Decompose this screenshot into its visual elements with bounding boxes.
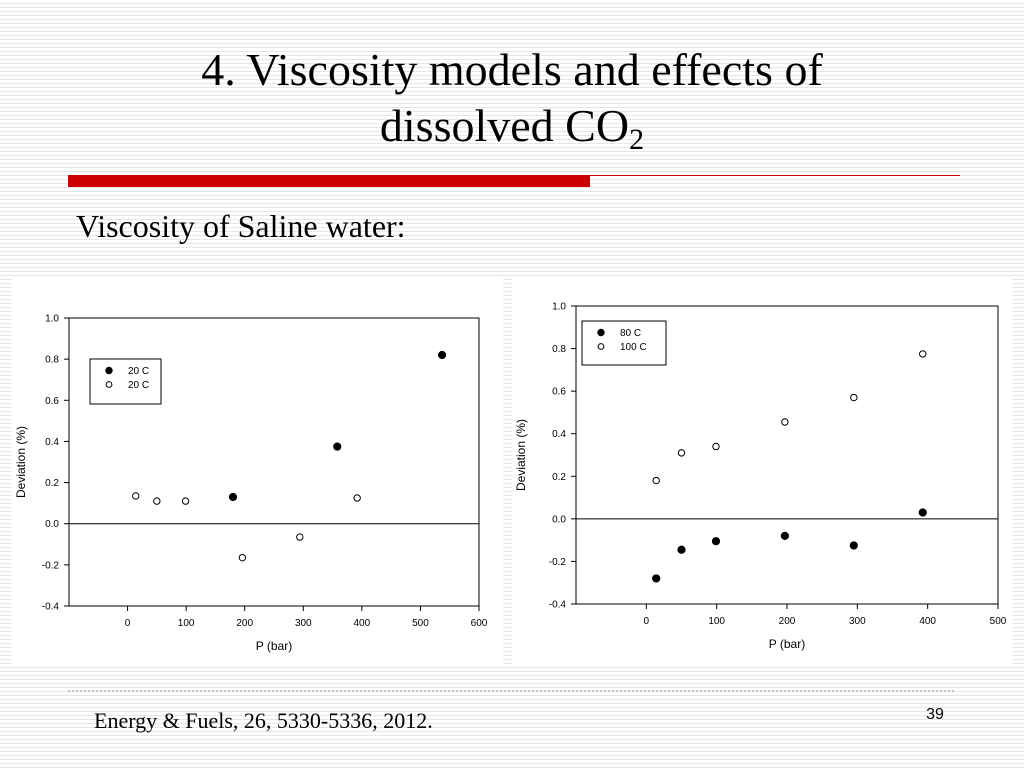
y-tick-label: 0.0	[552, 514, 566, 525]
slide-subtitle: Viscosity of Saline water:	[76, 208, 406, 244]
data-point-series-1	[652, 476, 660, 485]
title-underline-thick	[68, 175, 590, 187]
y-tick-label: 0.4	[45, 437, 59, 448]
legend-box	[89, 358, 162, 405]
slide-title-line2-text: dissolved CO	[379, 100, 630, 151]
data-point-series-1	[132, 492, 140, 500]
data-point-series-1	[712, 442, 720, 451]
legend-marker	[597, 328, 605, 337]
y-tick-label: 0.8	[552, 344, 566, 355]
y-tick-label: 0.0	[45, 519, 59, 530]
y-tick-label: 1.0	[552, 302, 566, 313]
data-point-series-1	[238, 553, 247, 562]
x-axis-label: P (bar)	[256, 639, 292, 653]
y-axis-label: Deviation (%)	[514, 419, 528, 491]
x-tick-label: 200	[236, 618, 253, 629]
data-point-series-1	[181, 497, 190, 505]
data-point-series-1	[781, 418, 789, 426]
x-tick-label: 300	[295, 618, 312, 629]
data-point-series-1	[850, 393, 858, 402]
slide-title-line1: 4. Viscosity models and effects of	[201, 44, 823, 95]
x-tick-label: 100	[178, 618, 195, 629]
y-tick-label: 0.2	[552, 472, 566, 483]
data-point-series-0	[438, 350, 447, 360]
y-tick-label: 0.6	[45, 396, 59, 407]
y-tick-label: -0.2	[549, 557, 567, 568]
data-point-series-0	[228, 492, 238, 502]
y-tick-label: -0.4	[42, 602, 60, 613]
chart-left: -0.4 -0.2 0.0 0.2 0.4 0.6 0.8 1.0 0 100 200 300 400 5…	[14, 314, 488, 654]
data-point-series-0	[711, 537, 721, 546]
slide-title: 4. Viscosity models and effects of disso…	[0, 42, 1024, 156]
x-tick-label: 500	[412, 618, 429, 629]
x-tick-label: 300	[849, 616, 866, 627]
footer-divider	[68, 690, 956, 692]
data-point-series-1	[296, 533, 304, 541]
slide-title-line2: dissolved CO2	[0, 98, 1024, 156]
chart-right-panel: -0.4 -0.2 0.0 0.2 0.4 0.6 0.8 1.0 0 100 200 300 400 5…	[512, 276, 1012, 666]
x-tick-label: 400	[919, 616, 936, 627]
data-point-series-1	[153, 497, 161, 505]
y-tick-label: 0.8	[45, 355, 59, 366]
x-tick-label: 0	[125, 618, 131, 629]
x-tick-label: 400	[354, 618, 371, 629]
data-point-series-1	[353, 494, 361, 502]
legend-label: 100 C	[620, 342, 647, 353]
y-tick-label: 0.4	[552, 429, 566, 440]
legend-marker	[597, 343, 605, 350]
legend-marker	[105, 381, 113, 388]
y-tick-label: -0.2	[42, 560, 60, 571]
legend-label: 20 C	[128, 366, 149, 377]
legend-marker	[105, 366, 113, 375]
slide-title-subscript: 2	[629, 123, 645, 156]
data-point-series-1	[677, 449, 686, 457]
data-point-series-0	[918, 508, 927, 517]
chart-right: -0.4 -0.2 0.0 0.2 0.4 0.6 0.8 1.0 0 100 200 300 400 5…	[514, 302, 1007, 652]
data-point-series-1	[919, 350, 927, 358]
x-axis-label: P (bar)	[769, 637, 805, 651]
data-point-series-0	[333, 442, 342, 451]
data-point-series-0	[780, 531, 789, 540]
legend-box	[581, 320, 667, 366]
citation: Energy & Fuels, 26, 5330-5336, 2012.	[94, 708, 433, 733]
legend-label: 20 C	[128, 380, 149, 391]
data-point-series-0	[677, 545, 686, 554]
x-tick-label: 100	[708, 616, 725, 627]
title-underline-thin	[590, 175, 960, 176]
y-tick-label: 0.6	[552, 387, 566, 398]
x-tick-label: 600	[471, 618, 488, 629]
chart-left-panel: -0.4 -0.2 0.0 0.2 0.4 0.6 0.8 1.0 0 100 200 300 400 5…	[12, 276, 503, 666]
y-axis-label: Deviation (%)	[14, 426, 28, 498]
y-tick-label: 0.2	[45, 478, 59, 489]
x-tick-label: 500	[990, 616, 1007, 627]
x-tick-label: 0	[644, 616, 650, 627]
y-tick-label: 1.0	[45, 314, 59, 325]
page-number: 39	[926, 706, 944, 723]
data-point-series-0	[652, 574, 661, 583]
data-point-series-0	[849, 541, 858, 550]
legend-label: 80 C	[620, 328, 641, 339]
x-tick-label: 200	[779, 616, 796, 627]
y-tick-label: -0.4	[549, 600, 567, 611]
